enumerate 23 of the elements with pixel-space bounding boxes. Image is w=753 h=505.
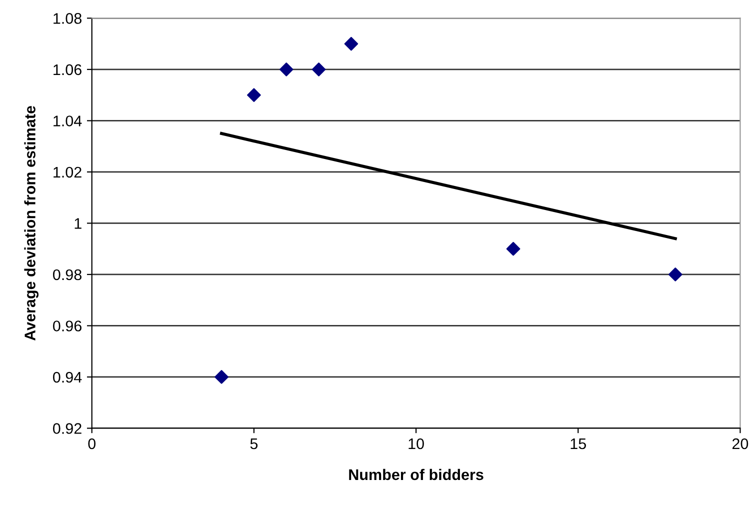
point — [344, 36, 358, 51]
y-tick-label: 1.02 — [54, 166, 82, 178]
y-axis-title: Average deviation from estimate — [24, 106, 39, 341]
point — [312, 62, 326, 76]
y-tick-label: 1.06 — [54, 64, 82, 76]
x-axis-title: Number of bidders — [349, 468, 484, 480]
x-tick-label: 15 — [570, 438, 586, 450]
point — [668, 268, 682, 282]
y-tick-label: 0.94 — [53, 372, 82, 383]
y-tick-label: 0.96 — [53, 320, 82, 332]
y-tick-label: 1 — [74, 218, 82, 229]
x-tick-label: 5 — [250, 438, 258, 450]
point — [214, 370, 228, 384]
x-tick-label: 0 — [88, 438, 96, 450]
y-tick-label: 1.04 — [54, 116, 82, 126]
y-tick-label: 1.08 — [54, 13, 82, 24]
x-tick-label: 20 — [732, 438, 748, 450]
y-tick-label: 0.98 — [53, 269, 82, 280]
point — [506, 242, 520, 256]
x-tick-label: 10 — [408, 438, 424, 450]
y-tick-label: 0.92 — [53, 423, 82, 434]
point — [247, 88, 261, 102]
point — [279, 62, 294, 76]
